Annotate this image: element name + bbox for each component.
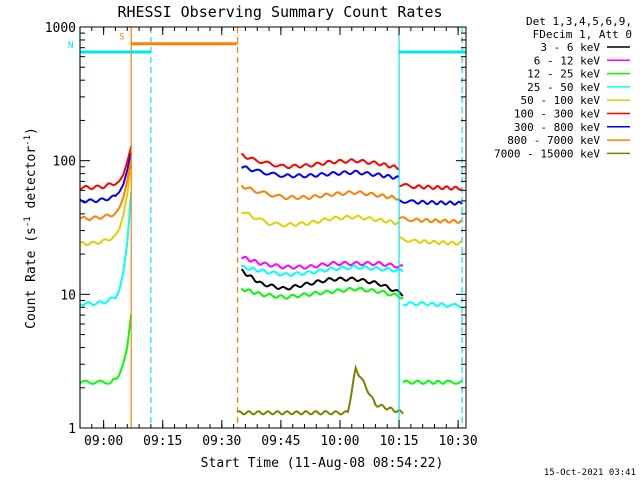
series-line-7-segment-2 — [398, 216, 463, 224]
axes-group: 09:00 09:15 09:30 09:45 10:00 10:15 10:30 1 10 10… — [45, 21, 478, 449]
series-line-6-segment-2 — [398, 198, 463, 206]
legend-label-4: 50 - 100 keV — [521, 94, 601, 107]
series-line-5-segment-2 — [398, 182, 463, 191]
y-label-sup-1: -1 — [23, 216, 33, 227]
legend-header-line-1: Det 1,3,4,5,6,9, — [526, 15, 632, 28]
x-tick-label-2: 09:30 — [202, 434, 241, 449]
y-label-part-1: Count Rate (s — [24, 227, 39, 329]
series-line-8-segment-0 — [237, 364, 404, 416]
series-line-4-segment-0 — [79, 165, 133, 247]
series-line-6-segment-1 — [241, 165, 400, 180]
legend-label-6: 300 - 800 keV — [514, 121, 600, 134]
legend-label-5: 100 - 300 keV — [514, 108, 600, 121]
x-tick-label-1: 09:15 — [143, 434, 182, 449]
legend-header-line-2: FDecim 1, Att 0 — [533, 28, 632, 41]
legend-label-3: 25 - 50 keV — [527, 81, 600, 94]
series-line-2-segment-2 — [402, 379, 463, 385]
series-line-3-segment-2 — [402, 301, 463, 309]
series-line-4-segment-1 — [240, 211, 400, 228]
chart-title: RHESSI Observing Summary Count Rates — [117, 3, 442, 21]
x-tick-label-4: 10:00 — [320, 434, 359, 449]
x-tick-label-5: 10:15 — [379, 434, 418, 449]
series-line-3-segment-0 — [79, 191, 133, 307]
y-label-sup-2: -1 — [23, 135, 33, 146]
series-line-7-segment-1 — [240, 184, 400, 201]
legend-label-2: 12 - 25 keV — [527, 68, 600, 81]
x-tick-label-6: 10:30 — [439, 434, 478, 449]
x-axis-label: Start Time (11-Aug-08 08:54:22) — [201, 456, 444, 471]
legend-label-8: 7000 - 15000 keV — [494, 147, 600, 160]
legend-label-1: 6 - 12 keV — [534, 54, 601, 67]
plot-frame — [79, 26, 467, 429]
y-tick-label-0: 1 — [68, 422, 76, 437]
legend: Det 1,3,4,5,6,9, FDecim 1, Att 0 3 - 6 k… — [494, 15, 632, 160]
series-line-1-segment-0 — [241, 255, 404, 270]
y-label-part-2: detector — [24, 146, 39, 217]
y-tick-label-3: 1000 — [45, 21, 76, 36]
series-line-4-segment-2 — [399, 236, 463, 246]
legend-label-0: 3 - 6 keV — [540, 41, 600, 54]
legend-label-7: 800 - 7000 keV — [507, 134, 600, 147]
x-tick-label-0: 09:00 — [84, 434, 123, 449]
series-line-0-segment-0 — [240, 268, 404, 297]
generation-timestamp: 15-Oct-2021 03:41 — [544, 468, 636, 478]
flag-label-0: S — [119, 33, 124, 43]
series-line-3-segment-1 — [241, 264, 404, 277]
series-group — [79, 146, 463, 416]
series-line-5-segment-1 — [240, 152, 400, 171]
series-line-5-segment-0 — [79, 146, 133, 191]
series-line-2-segment-1 — [240, 286, 404, 300]
series-line-2-segment-0 — [79, 314, 133, 385]
y-tick-label-1: 10 — [60, 288, 76, 303]
y-tick-label-2: 100 — [53, 155, 76, 170]
y-label-part-3: ) — [24, 127, 39, 135]
series-line-7-segment-0 — [79, 159, 133, 222]
y-axis-label: Count Rate (s-1 detector-1) — [23, 127, 39, 329]
flag-label-1: N — [68, 41, 73, 51]
x-tick-label-3: 09:45 — [261, 434, 300, 449]
series-line-6-segment-0 — [79, 152, 133, 204]
